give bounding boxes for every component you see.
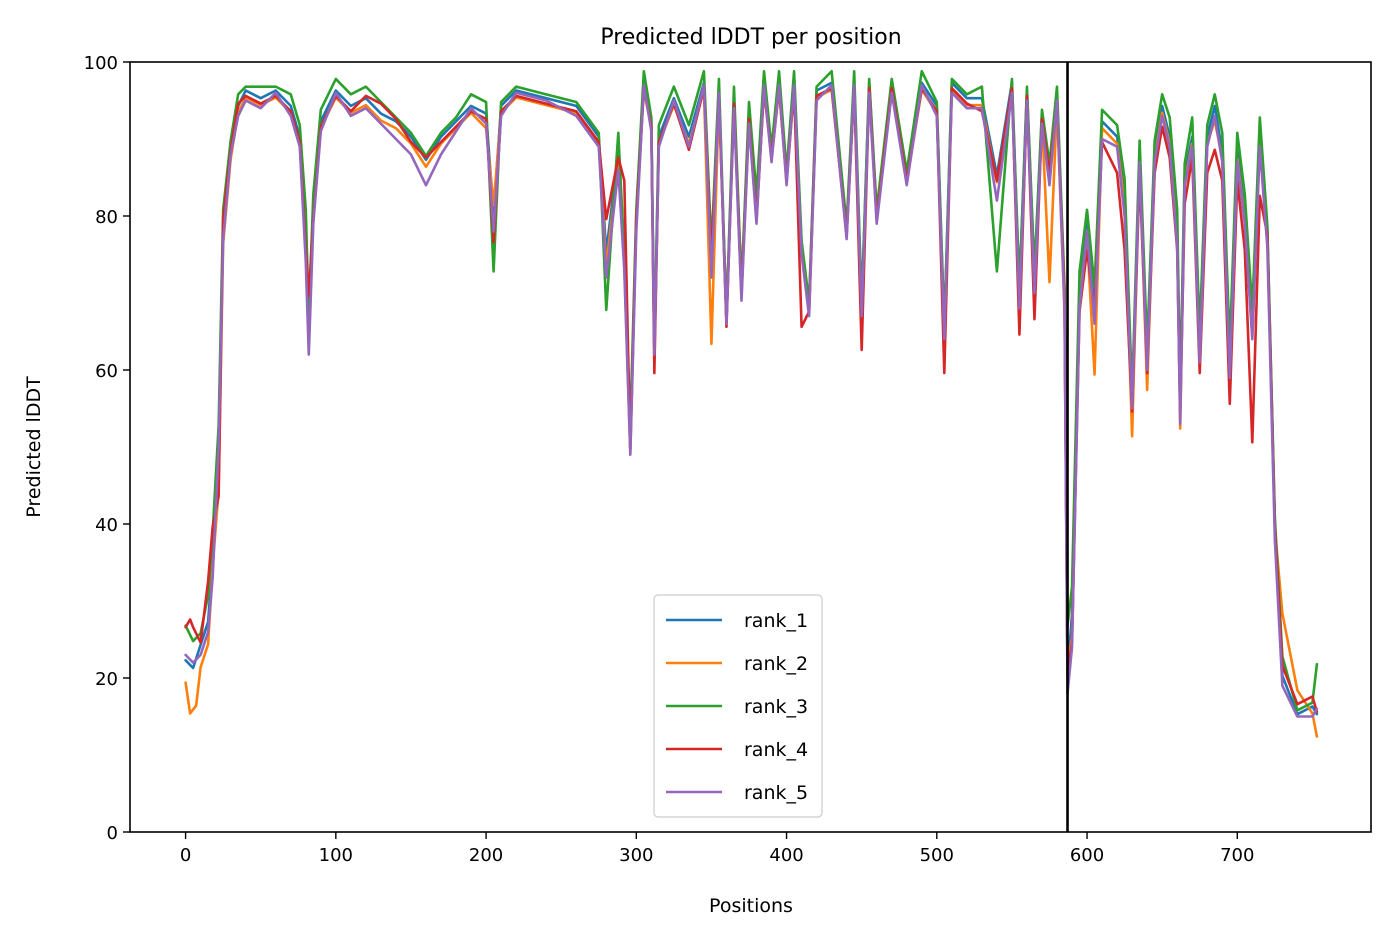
y-tick-label: 60 — [95, 361, 118, 382]
x-tick-label: 700 — [1220, 845, 1254, 866]
y-tick-label: 20 — [95, 669, 118, 690]
series-line-rank-5 — [184, 83, 1319, 718]
legend-label-rank-5: rank_5 — [744, 782, 808, 804]
y-tick-label: 100 — [84, 53, 118, 74]
x-tick-label: 100 — [319, 845, 353, 866]
x-tick-label: 600 — [1070, 845, 1104, 866]
legend-label-rank-4: rank_4 — [744, 739, 808, 761]
x-tick-label: 0 — [180, 845, 191, 866]
plot-frame — [129, 61, 1372, 833]
legend-box — [653, 594, 823, 818]
series-lines — [184, 69, 1319, 738]
y-tick-label: 80 — [95, 207, 118, 228]
legend-label-rank-3: rank_3 — [744, 696, 808, 718]
x-tick-label: 300 — [619, 845, 653, 866]
x-tick-label: 200 — [469, 845, 503, 866]
legend-label-rank-1: rank_1 — [744, 610, 808, 632]
legend: rank_1 rank_2 rank_3 rank_4 rank_5 — [653, 594, 823, 818]
x-tick-label: 400 — [769, 845, 803, 866]
y-axis-label: Predicted lDDT — [23, 376, 45, 518]
y-axis-ticks: 0 20 40 60 80 100 — [84, 53, 130, 844]
y-tick-label: 40 — [95, 515, 118, 536]
chart-title: Predicted lDDT per position — [600, 25, 901, 50]
x-tick-label: 500 — [920, 845, 954, 866]
x-axis-ticks: 0 100 200 300 400 500 600 700 — [180, 832, 1254, 866]
y-tick-label: 0 — [107, 823, 118, 844]
x-axis-label: Positions — [709, 895, 793, 917]
legend-label-rank-2: rank_2 — [744, 653, 808, 675]
